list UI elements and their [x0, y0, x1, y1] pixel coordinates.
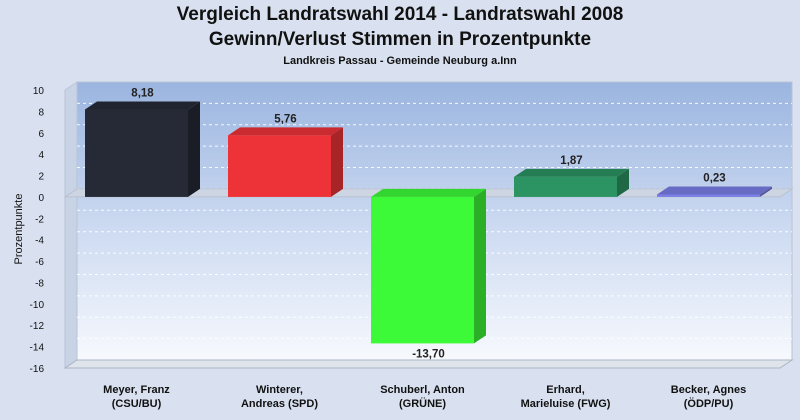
y-tick-label: 10 [33, 86, 45, 97]
x-tick-label: (ÖDP/PU) [684, 397, 734, 410]
chart-title: Vergleich Landratswahl 2014 - Landratswa… [176, 4, 624, 25]
y-tick-label: 2 [38, 172, 44, 183]
chart-subsubtitle: Landkreis Passau - Gemeinde Neuburg a.In… [283, 55, 517, 67]
data-label: 5,76 [274, 113, 296, 125]
data-label: 8,18 [131, 87, 154, 99]
bar-top [514, 168, 629, 177]
data-label: 1,87 [560, 155, 582, 167]
y-tick-label: -2 [35, 214, 44, 225]
y-axis-label: Prozentpunkte [13, 194, 25, 265]
bar-front [85, 109, 188, 197]
x-tick-label: Schuberl, Anton [380, 384, 465, 396]
y-tick-label: -16 [30, 364, 45, 375]
x-tick-label: (CSU/BU) [112, 398, 162, 410]
bar-side [188, 101, 200, 197]
y-tick-label: 6 [38, 129, 44, 140]
bar-side [617, 168, 629, 197]
bar-front [371, 196, 474, 344]
bar-top [657, 186, 772, 195]
x-tick-label: Andreas (SPD) [241, 398, 318, 410]
x-tick-label: Meyer, Franz [103, 384, 170, 396]
bar-side [331, 127, 343, 197]
x-tick-label: Winterer, [256, 384, 303, 396]
y-tick-label: 4 [38, 150, 44, 161]
y-tick-label: -6 [35, 257, 44, 268]
bar-top [228, 127, 343, 136]
bar-side [760, 186, 772, 197]
x-tick-label: Becker, Agnes [671, 384, 746, 396]
bar-side [474, 188, 486, 344]
x-tick-label: (GRÜNE) [399, 397, 446, 410]
bar-front [657, 194, 760, 197]
data-label: 0,23 [703, 172, 725, 184]
y-tick-label: -12 [30, 321, 45, 332]
y-tick-label: 8 [38, 107, 44, 118]
chart-subtitle: Gewinn/Verlust Stimmen in Prozentpunkte [208, 29, 592, 50]
bar [657, 186, 772, 197]
bar [85, 101, 200, 197]
bar-front [228, 135, 331, 197]
bar [371, 188, 486, 344]
plot-left-wall [64, 81, 78, 369]
bar [228, 127, 343, 197]
bar-front [514, 176, 617, 197]
y-tick-label: -8 [35, 278, 44, 289]
x-tick-label: Marieluise (FWG) [521, 398, 611, 410]
y-tick-label: -10 [30, 300, 45, 311]
y-tick-label: -14 [30, 343, 45, 354]
bar [514, 168, 629, 197]
y-tick-label: -4 [35, 236, 44, 247]
y-tick-label: 0 [38, 193, 44, 204]
data-label: -13,70 [412, 348, 445, 360]
bar-top [371, 188, 486, 197]
x-tick-label: Erhard, [546, 384, 585, 396]
plot-floor [63, 359, 794, 369]
bar-top [85, 101, 200, 110]
